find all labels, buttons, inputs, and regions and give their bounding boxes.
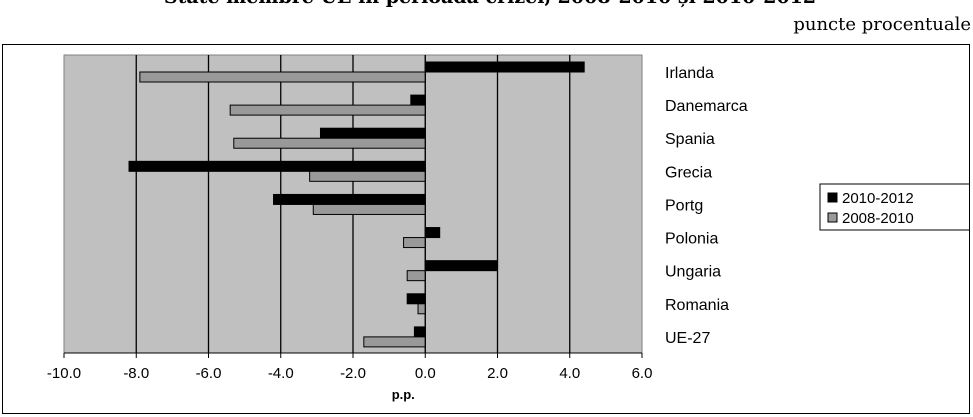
category-label: Spania <box>665 131 715 148</box>
legend-box <box>819 183 969 231</box>
bar <box>233 137 426 149</box>
bar <box>309 170 426 182</box>
legend-label: 2008-2010 <box>842 210 914 227</box>
bar <box>417 303 426 315</box>
bar <box>413 326 426 338</box>
x-tick-label: -6.0 <box>196 365 222 382</box>
category-label: Danemarca <box>665 98 748 115</box>
legend-swatch <box>827 212 838 223</box>
category-label: Irlanda <box>665 65 714 82</box>
bar <box>273 193 426 205</box>
x-tick-label: 2.0 <box>487 365 508 382</box>
bar <box>424 61 585 73</box>
bar <box>128 160 426 172</box>
x-tick-label: -2.0 <box>340 365 366 382</box>
bar <box>424 260 498 272</box>
bar <box>319 127 426 139</box>
category-label: UE-27 <box>665 330 710 347</box>
x-tick-label: 6.0 <box>632 365 653 382</box>
page-subtitle: puncte procentuale <box>793 14 971 35</box>
legend-label: 2010-2012 <box>842 190 914 207</box>
page-title: State membre UE în perioada crizei, 2008… <box>60 0 920 8</box>
x-tick-label: -10.0 <box>47 365 81 382</box>
bar <box>406 293 426 305</box>
bar <box>363 336 426 348</box>
x-tick-label: -8.0 <box>123 365 149 382</box>
category-label: Portg <box>665 197 703 214</box>
category-label: Romania <box>665 297 729 314</box>
bar <box>229 104 426 116</box>
bar-chart: -10.0 -8.0 -6.0 -4.0 -2.0 0.0 2.0 4.0 6.0 p.p. Irl… <box>47 54 969 402</box>
x-tick-label: -4.0 <box>268 365 294 382</box>
category-label: Ungaria <box>665 264 721 281</box>
bar <box>424 227 441 239</box>
legend-swatch <box>827 192 838 203</box>
bar <box>406 270 426 282</box>
category-label: Polonia <box>665 231 718 248</box>
bar <box>312 203 426 215</box>
x-tick-label: 0.0 <box>415 365 436 382</box>
category-label: Grecia <box>665 164 712 181</box>
chart-frame: -10.0 -8.0 -6.0 -4.0 -2.0 0.0 2.0 4.0 6.0 p.p. Irl… <box>2 44 970 414</box>
bar <box>410 94 426 106</box>
x-axis-label: p.p. <box>392 387 415 402</box>
bar <box>403 237 426 249</box>
x-tick-label: 4.0 <box>559 365 580 382</box>
bar <box>139 71 426 83</box>
